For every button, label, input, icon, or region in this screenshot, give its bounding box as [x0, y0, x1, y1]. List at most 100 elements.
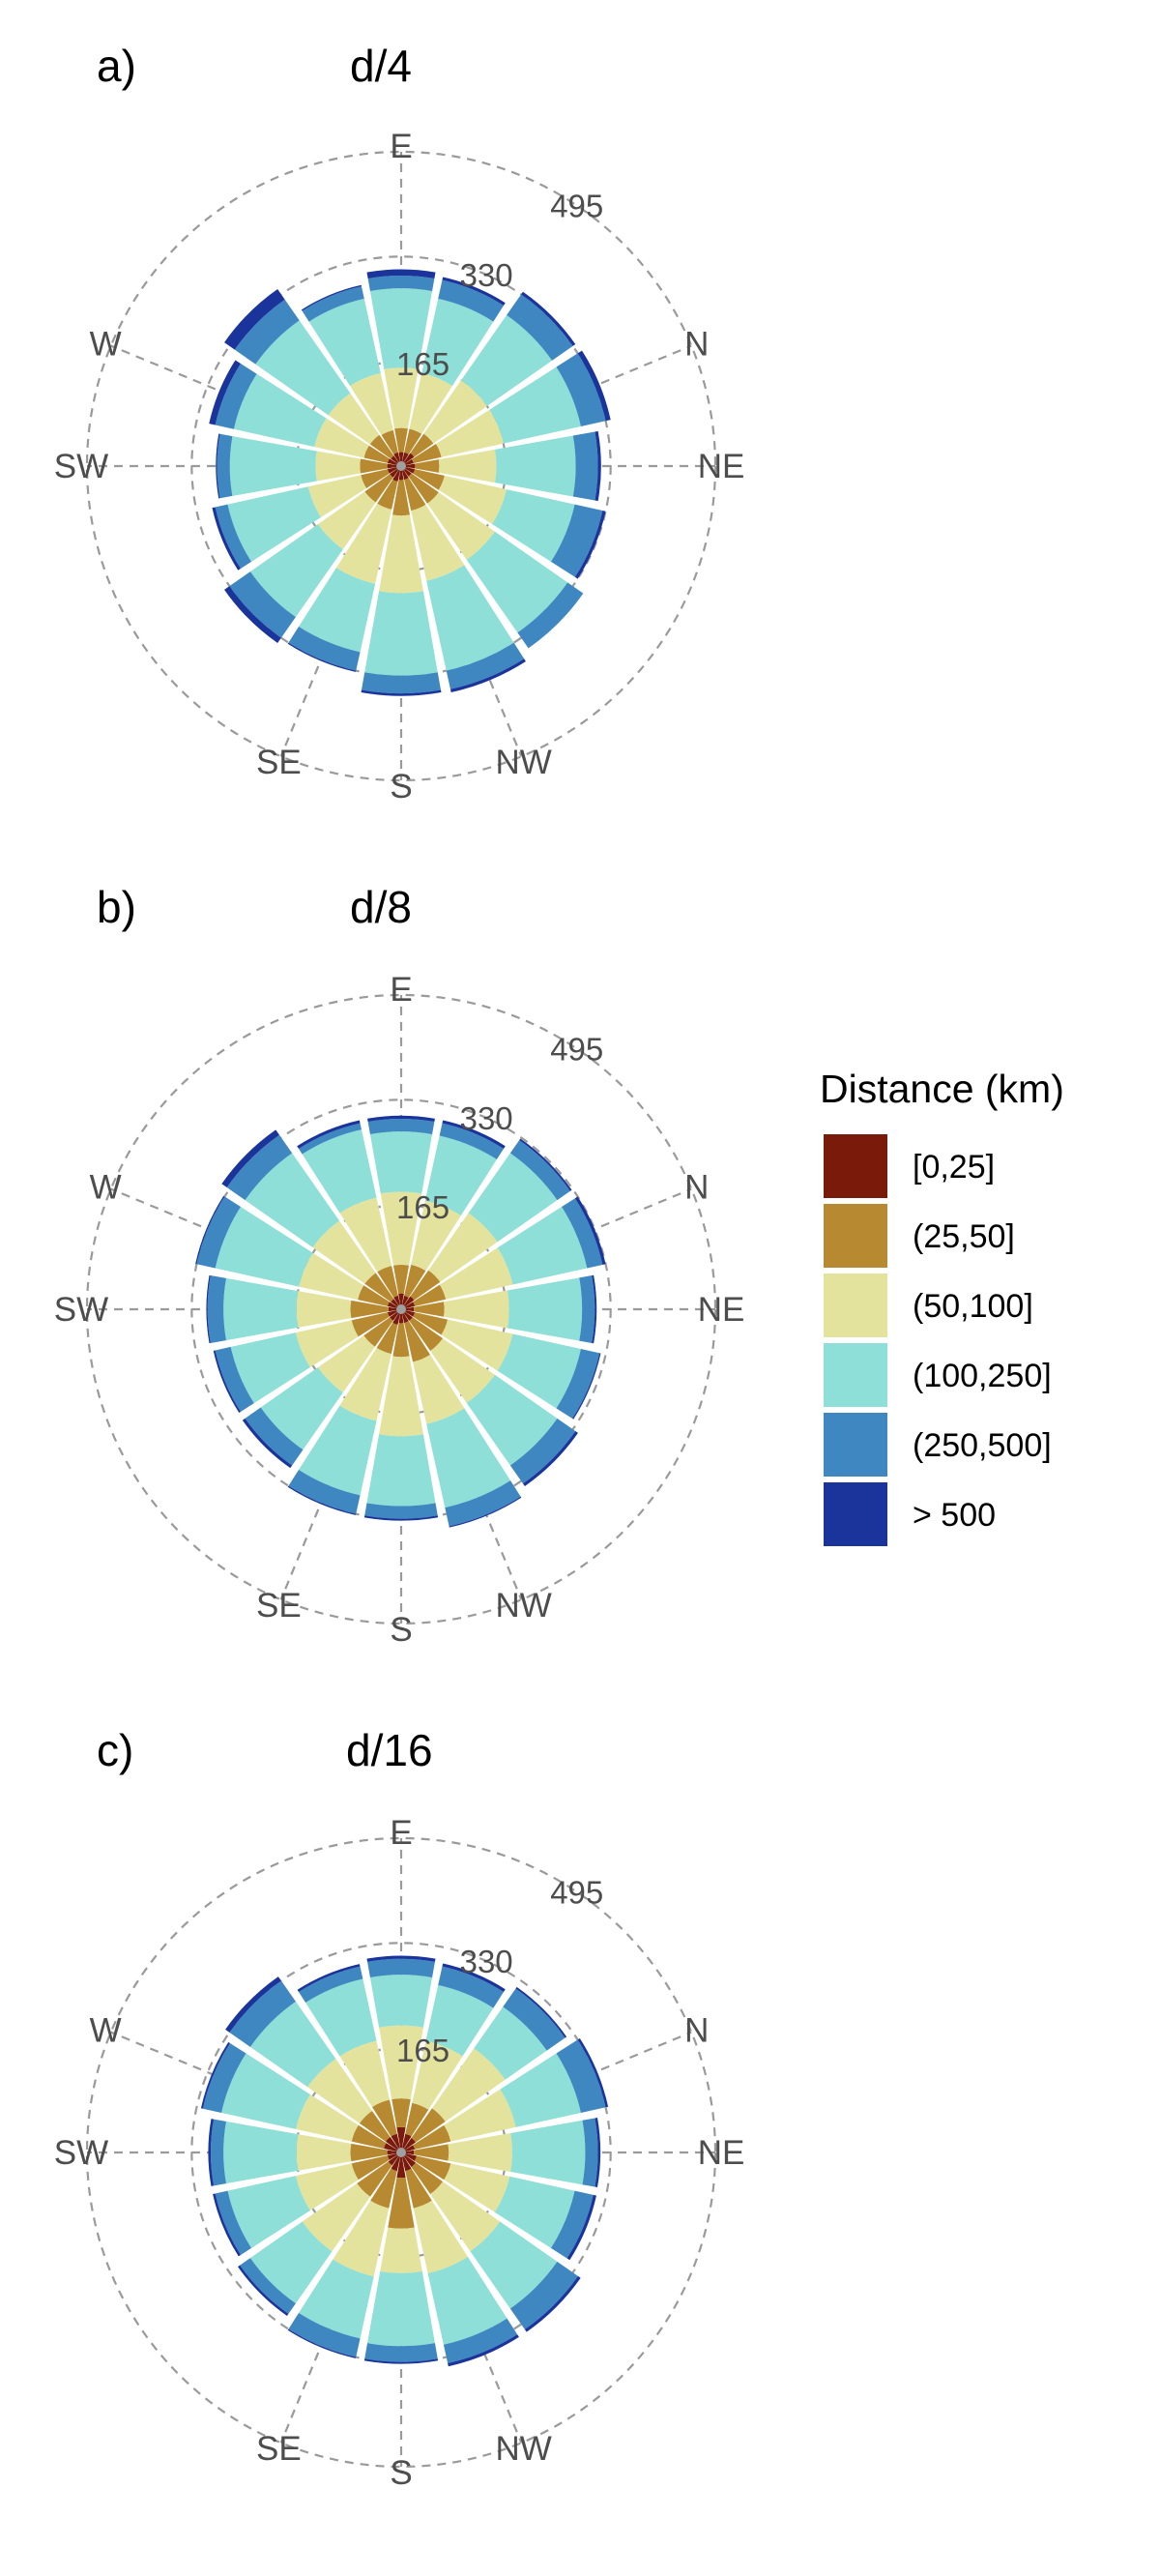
sector-1-bin-1 [404, 428, 422, 454]
sector-6-bin-5 [523, 1431, 578, 1486]
sector-0-bin-3 [369, 288, 433, 369]
sector-11-bin-2 [296, 2163, 359, 2211]
sector-1-bin-1 [404, 1264, 426, 1298]
sector-7-bin-1 [404, 478, 426, 512]
sector-14-bin-5 [225, 1976, 281, 2033]
direction-label-se: SE [256, 2430, 302, 2468]
sector-10-bin-3 [260, 1367, 343, 1450]
sector-6-bin-4 [509, 2261, 578, 2329]
sector-2-bin-4 [503, 1988, 566, 2051]
sector-4-bin-4 [579, 1275, 595, 1343]
panel-a-bars [209, 269, 611, 696]
sector-11-bin-5 [213, 1350, 241, 1414]
direction-label-sw: SW [54, 2134, 108, 2172]
sector-14-bin-2 [312, 1220, 376, 1284]
ring-label-165: 165 [396, 346, 450, 382]
sector-1-bin-2 [411, 1200, 461, 1272]
sector-3-bin-1 [413, 1284, 447, 1306]
sector-6-bin-4 [509, 1418, 576, 1484]
sector-15-bin-5 [297, 1120, 361, 1149]
legend-label-4: (250,500] [913, 1427, 1052, 1464]
sector-4-bin-5 [594, 2118, 601, 2187]
sector-12-bin-5 [216, 433, 220, 499]
sector-10-bin-1 [357, 2161, 392, 2197]
legend-items: [0,25] (25,50] (50,100] (100,250] (250,500] >… [824, 1134, 1052, 1546]
sector-3-bin-2 [435, 409, 504, 457]
panel-c: c) d/16 E N NE NW S SE SW W 165 330 495 [54, 1725, 745, 2492]
sector-9-bin-3 [299, 2259, 374, 2339]
sector-4-bin-0 [401, 463, 416, 469]
sector-10-bin-1 [363, 1317, 393, 1347]
sector-3-bin-3 [500, 2053, 581, 2127]
panel-a-title: d/4 [350, 41, 412, 91]
sector-7-bin-1 [405, 2168, 432, 2209]
sector-13-bin-5 [200, 2041, 230, 2109]
sector-2-bin-2 [428, 1213, 498, 1282]
sector-10-bin-2 [317, 1335, 375, 1393]
ring-label-330: 330 [460, 1100, 513, 1136]
sector-2-bin-4 [507, 294, 573, 361]
sector-10-bin-2 [317, 491, 376, 550]
direction-label-s: S [390, 2454, 412, 2492]
sector-6-bin-0 [401, 2152, 417, 2168]
panel-b-title: d/8 [350, 882, 412, 932]
sector-10-bin-2 [302, 2182, 371, 2252]
sector-14-bin-2 [328, 393, 380, 445]
sector-5-bin-2 [441, 1319, 513, 1371]
sector-0-bin-3 [369, 1131, 433, 1194]
sector-9-bin-1 [377, 479, 398, 510]
sector-15-bin-1 [381, 429, 398, 454]
sector-2-bin-3 [461, 314, 553, 406]
sector-6-bin-4 [517, 582, 584, 649]
sector-14-bin-4 [226, 1134, 293, 1201]
sector-0-bin-4 [367, 276, 435, 291]
panel-c-labels: E N NE NW S SE SW W 165 330 495 [54, 1814, 745, 2492]
sector-0-bin-2 [384, 367, 419, 429]
sector-14-bin-3 [255, 320, 351, 416]
sector-14-bin-3 [249, 2001, 336, 2088]
panel-a: a) d/4 E N NE NW S SE SW W 165 330 495 [54, 41, 745, 805]
sector-4-bin-4 [572, 431, 598, 501]
sector-12-bin-2 [296, 2134, 352, 2171]
sector-2-bin-4 [509, 1140, 570, 1201]
sector-14-bin-4 [234, 299, 300, 365]
ring-label-495: 495 [550, 1875, 603, 1911]
sector-1-bin-1 [405, 2102, 429, 2137]
sector-12-bin-1 [350, 1300, 390, 1319]
sector-8-bin-3 [366, 1434, 436, 1507]
sector-3-bin-4 [556, 353, 606, 426]
sector-2-bin-3 [468, 1153, 558, 1243]
direction-label-nw: NW [496, 2430, 552, 2468]
sector-2-bin-5 [521, 291, 576, 346]
ring-label-330: 330 [460, 1944, 513, 1979]
sector-13-bin-2 [314, 418, 369, 458]
sector-14-bin-1 [359, 2110, 391, 2142]
direction-label-w: W [90, 2011, 122, 2049]
sector-10-bin-5 [224, 586, 281, 643]
sector-1-bin-2 [412, 2040, 463, 2110]
sector-11-bin-3 [227, 486, 321, 562]
direction-label-s: S [390, 1611, 412, 1649]
sector-8-bin-5 [363, 2358, 439, 2364]
sector-8-bin-2 [380, 2227, 422, 2273]
sector-8-bin-1 [388, 2177, 415, 2229]
direction-label-w: W [90, 325, 122, 363]
sector-4-bin-2 [443, 1290, 509, 1329]
sector-9-bin-3 [299, 568, 376, 653]
sector-5-bin-1 [413, 469, 445, 490]
sector-13-bin-3 [215, 1207, 313, 1287]
sector-6-bin-5 [524, 2275, 581, 2332]
legend-title: Distance (km) [820, 1067, 1064, 1111]
sector-1-bin-4 [439, 1123, 504, 1160]
sector-14-bin-3 [245, 1153, 340, 1248]
sector-11-bin-5 [212, 507, 241, 571]
sector-1-bin-5 [442, 1963, 506, 1992]
direction-label-ne: NE [698, 2134, 745, 2172]
sector-8-bin-1 [392, 480, 410, 516]
sector-14-bin-5 [221, 1129, 279, 1187]
sector-8-bin-3 [367, 2270, 435, 2347]
sector-9-bin-1 [376, 1322, 398, 1355]
sector-7-bin-5 [450, 659, 526, 693]
sector-2-bin-1 [410, 433, 434, 457]
sector-11-bin-3 [227, 2176, 310, 2248]
